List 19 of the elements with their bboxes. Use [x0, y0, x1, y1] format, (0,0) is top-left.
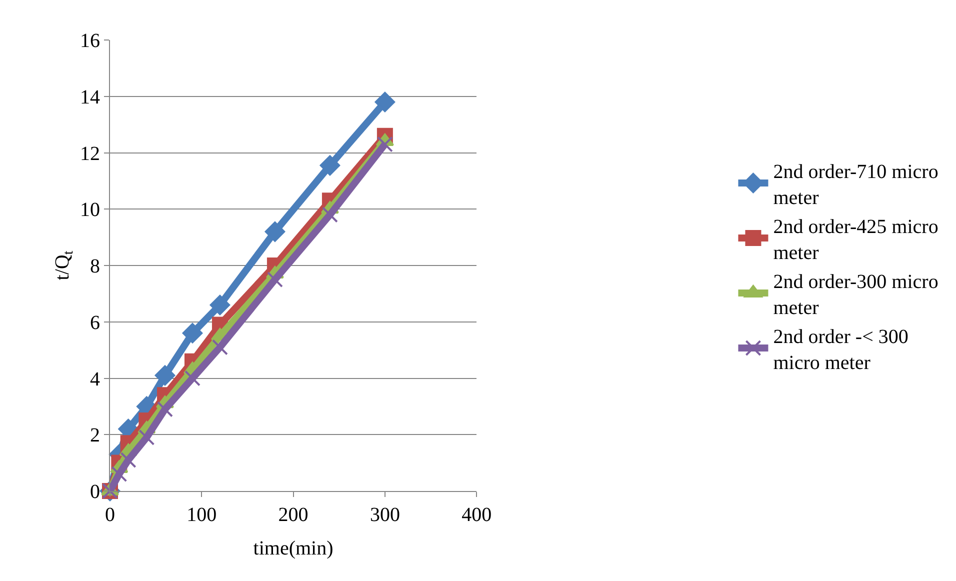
x-tick-label: 300	[370, 504, 400, 526]
y-tick-label: 6	[90, 312, 100, 334]
y-tick-label: 10	[80, 199, 100, 222]
y-tick-label: 2	[90, 424, 100, 447]
x-tick-label: 100	[186, 504, 217, 526]
y-tick-label: 4	[90, 368, 100, 390]
legend-label: 2nd order-710 micro meter	[773, 160, 938, 209]
legend-label: 2nd order -< 300 micro meter	[773, 326, 908, 374]
y-tick-label: 16	[80, 30, 100, 52]
y-tick-label: 14	[80, 86, 100, 108]
y-tick-label: 8	[90, 256, 100, 278]
y-tick-label: 12	[80, 142, 100, 165]
legend-label: 2nd order-425 micro meter	[773, 216, 938, 264]
y-tick-label: 0	[90, 481, 100, 503]
x-tick-label: 400	[462, 504, 492, 526]
x-tick-label: 0	[105, 504, 115, 526]
x-tick-label: 200	[278, 504, 308, 526]
x-axis-title: time(min)	[253, 538, 334, 560]
legend-label: 2nd order-300 micro meter	[773, 270, 938, 319]
